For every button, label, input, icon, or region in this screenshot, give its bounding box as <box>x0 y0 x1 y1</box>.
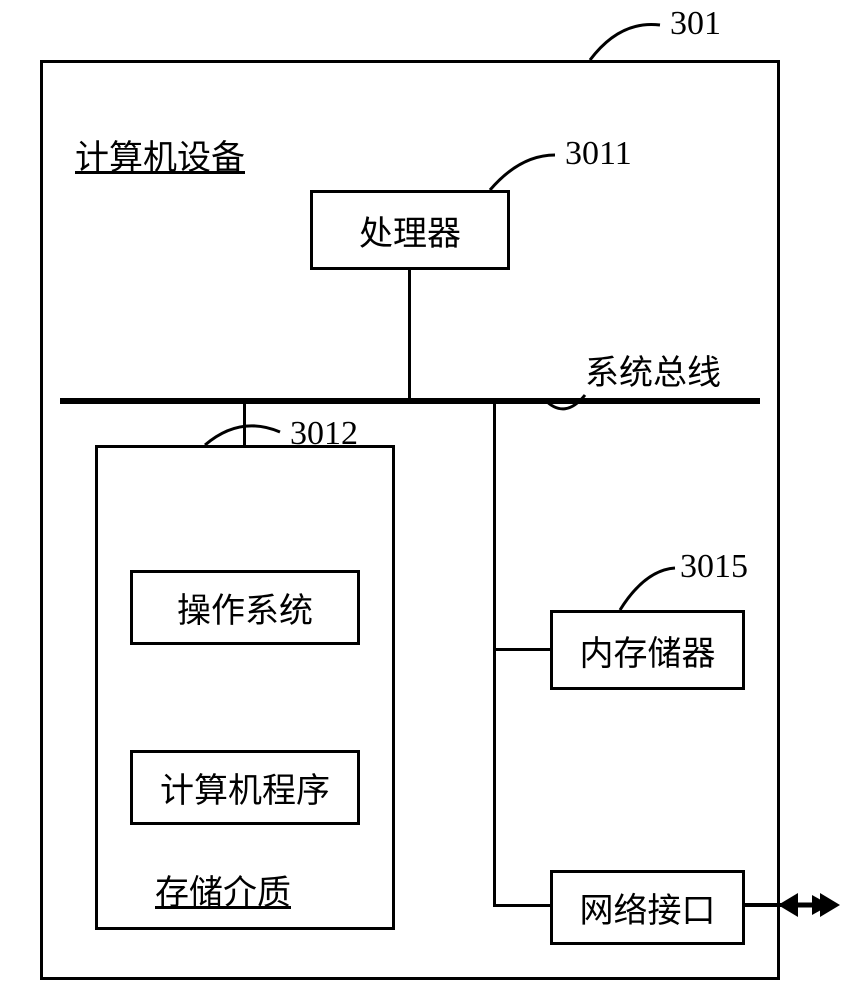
diagram-canvas: 计算机设备 301 处理器 3011 系统总线 3012 操作系统 计算机程序 … <box>0 0 854 1000</box>
network-double-arrow <box>0 0 854 1000</box>
